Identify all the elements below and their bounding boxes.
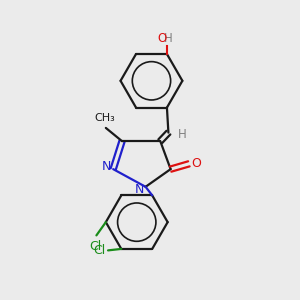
Text: N: N <box>134 183 144 196</box>
Text: N: N <box>102 160 111 173</box>
Text: O: O <box>191 157 201 170</box>
Text: H: H <box>164 32 173 45</box>
Text: CH₃: CH₃ <box>94 112 115 123</box>
Text: O: O <box>157 32 166 45</box>
Text: Cl: Cl <box>93 244 106 257</box>
Text: H: H <box>178 128 187 142</box>
Text: Cl: Cl <box>90 240 102 253</box>
